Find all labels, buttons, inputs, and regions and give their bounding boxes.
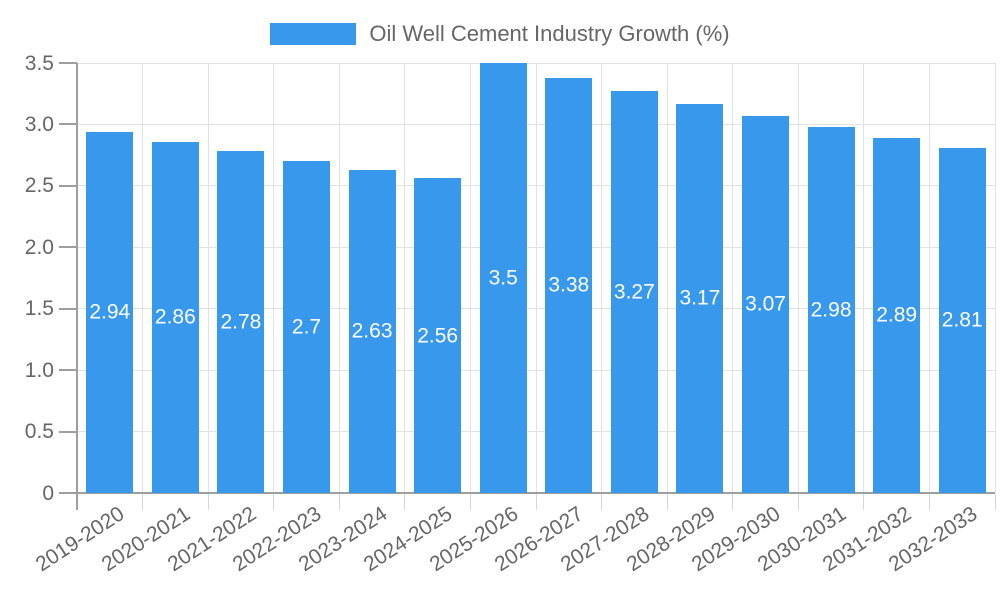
bar-value-label: 2.63 xyxy=(351,319,393,343)
y-tick-label: 3.5 xyxy=(24,51,54,75)
x-gridline xyxy=(404,63,406,493)
bar-value-label: 3.27 xyxy=(613,280,655,304)
y-tick-mark xyxy=(59,62,77,64)
y-tick-label: 0.5 xyxy=(24,420,54,444)
bar[interactable] xyxy=(742,115,789,493)
bar[interactable] xyxy=(807,126,855,493)
bar-value-label: 2.7 xyxy=(291,315,322,339)
y-tick-mark xyxy=(59,184,77,187)
x-tick-mark xyxy=(207,494,209,510)
x-tick-mark xyxy=(469,494,471,510)
bar-value-label: 2.94 xyxy=(89,300,131,324)
x-tick-mark xyxy=(863,494,865,510)
x-tick-mark xyxy=(338,494,340,510)
x-tick-mark xyxy=(404,494,406,510)
x-tick-mark xyxy=(273,494,275,510)
x-gridline xyxy=(601,63,603,493)
y-tick-label: 1.5 xyxy=(24,297,54,321)
y-tick-mark xyxy=(59,123,77,126)
x-gridline xyxy=(338,63,340,493)
bar-value-label: 3.07 xyxy=(745,292,786,316)
x-tick-mark xyxy=(928,494,930,510)
bar[interactable] xyxy=(545,77,593,493)
y-tick-label: 0 xyxy=(42,481,54,505)
bar[interactable] xyxy=(414,178,462,493)
bar[interactable] xyxy=(151,141,199,493)
x-gridline xyxy=(666,63,668,493)
bar-value-label: 2.78 xyxy=(220,310,262,334)
y-tick-label: 2.0 xyxy=(24,235,54,259)
bar[interactable] xyxy=(479,63,527,493)
bar-value-label: 2.81 xyxy=(941,308,983,332)
x-gridline xyxy=(863,63,865,493)
y-tick-mark xyxy=(59,307,77,310)
x-gridline xyxy=(797,63,799,493)
x-gridline xyxy=(994,63,996,493)
x-gridline xyxy=(142,63,144,493)
y-tick-label: 3.0 xyxy=(24,112,54,136)
x-tick-mark xyxy=(535,494,537,510)
bar[interactable] xyxy=(873,137,921,493)
bar-value-label: 2.56 xyxy=(417,324,459,348)
bar-value-label: 3.5 xyxy=(488,266,518,290)
x-gridline xyxy=(535,63,537,493)
x-gridline xyxy=(928,63,930,493)
x-tick-mark xyxy=(732,494,734,510)
x-gridline xyxy=(469,63,471,493)
legend-label: Oil Well Cement Industry Growth (%) xyxy=(369,21,730,46)
x-tick-mark xyxy=(666,494,668,510)
bar-value-label: 2.89 xyxy=(876,303,918,327)
bar-value-label: 2.98 xyxy=(810,298,852,322)
bar[interactable] xyxy=(86,131,134,493)
bar-value-label: 2.86 xyxy=(154,305,196,329)
y-tick-mark xyxy=(59,246,77,249)
x-tick-mark xyxy=(142,494,144,510)
y-axis-line xyxy=(76,63,78,510)
y-tick-mark xyxy=(59,369,77,372)
x-gridline xyxy=(207,63,209,493)
x-gridline xyxy=(273,63,275,493)
y-tick-mark xyxy=(59,430,77,433)
bar[interactable] xyxy=(938,147,986,493)
bar[interactable] xyxy=(676,103,724,493)
x-tick-mark xyxy=(994,494,996,510)
bar-value-label: 3.38 xyxy=(548,273,590,297)
bar[interactable] xyxy=(283,161,330,493)
bar[interactable] xyxy=(348,169,396,493)
y-tick-label: 1.0 xyxy=(24,358,54,382)
legend-swatch xyxy=(270,23,357,45)
y-tick-label: 2.5 xyxy=(24,174,54,198)
x-axis-line xyxy=(76,492,995,494)
chart-legend[interactable]: Oil Well Cement Industry Growth (%) xyxy=(0,21,1000,47)
bar-value-label: 3.17 xyxy=(679,286,721,310)
bar[interactable] xyxy=(610,91,658,493)
bar[interactable] xyxy=(217,151,265,493)
y-tick-mark xyxy=(59,492,77,494)
x-tick-mark xyxy=(601,494,603,510)
x-gridline xyxy=(732,63,734,493)
x-tick-mark xyxy=(797,494,799,510)
